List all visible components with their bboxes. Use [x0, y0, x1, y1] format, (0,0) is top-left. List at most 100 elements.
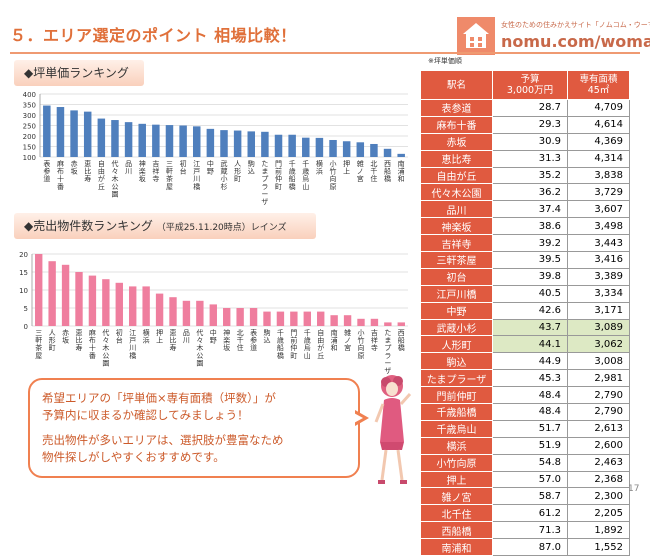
- x-tick-label: 人形町: [49, 329, 56, 352]
- x-tick-label: 中野: [210, 328, 217, 345]
- table-cell-price: 44.9: [492, 352, 568, 371]
- table-cell-price: 37.4: [492, 200, 568, 219]
- table-note: ※坪単価順: [428, 57, 462, 65]
- x-tick-label: 麻布十番: [89, 328, 96, 360]
- y-tick-label: 20: [19, 251, 28, 259]
- table-cell-area: 1,552: [567, 538, 630, 556]
- x-tick-label: 北千住: [237, 329, 244, 352]
- x-tick-label: 武蔵小杉: [221, 159, 228, 191]
- x-tick-label: 品川: [183, 329, 190, 345]
- table-cell-area: 3,607: [567, 200, 630, 219]
- table-cell-area: 3,389: [567, 267, 630, 286]
- table-cell-price: 43.7: [492, 318, 568, 337]
- table-cell-name: 麻布十番: [420, 115, 493, 134]
- table-row: 江戸川橋 40.5 3,334: [420, 284, 630, 303]
- bar: [209, 304, 217, 326]
- brand-tagline: 女性のための住みかえサイト「ノムコム・ウーマン」: [501, 21, 650, 29]
- table-cell-price: 58.7: [492, 487, 568, 506]
- bar: [233, 130, 242, 157]
- x-tick-label: 恵比寿: [76, 328, 83, 352]
- station-table: 駅名 予算 3,000万円 専有面積 45㎡ 表参道 28.7 4,709 麻布十番 29.…: [420, 70, 630, 556]
- table-row: 門前仲町 48.4 2,790: [420, 386, 630, 405]
- table-cell-name: 恵比寿: [420, 149, 493, 168]
- bar: [317, 311, 325, 326]
- woman-illustration: [374, 375, 412, 484]
- x-tick-label: 三軒茶屋: [166, 160, 173, 191]
- table-cell-price: 36.2: [492, 183, 568, 202]
- section-title-listings: ◆売出物件数ランキング （平成25.11.20時点）レインズ: [14, 213, 316, 239]
- x-tick-label: 三軒茶屋: [35, 329, 42, 360]
- x-tick-label: 西船橋: [384, 160, 391, 183]
- callout-tail-inner: [352, 412, 363, 424]
- x-tick-label: 横浜: [143, 328, 150, 345]
- y-tick-label: 100: [23, 154, 36, 162]
- bar: [370, 318, 379, 326]
- table-cell-area: 3,062: [567, 335, 630, 354]
- bar: [75, 272, 83, 326]
- bar: [165, 125, 174, 157]
- bar: [397, 153, 405, 157]
- y-tick-label: 300: [23, 112, 36, 120]
- bar: [155, 293, 164, 326]
- x-tick-label: 千歳船橋: [277, 328, 284, 360]
- bar: [206, 128, 215, 157]
- bar: [97, 118, 106, 157]
- table-cell-price: 71.3: [492, 521, 568, 540]
- table-cell-area: 2,463: [567, 453, 630, 472]
- x-tick-label: 横浜: [316, 159, 323, 176]
- table-cell-area: 2,790: [567, 386, 630, 405]
- table-row: 中野 42.6 3,171: [420, 301, 630, 320]
- y-tick-label: 15: [19, 269, 28, 277]
- table-header-budget: 予算 3,000万円: [492, 70, 568, 100]
- table-cell-name: 初台: [420, 267, 493, 286]
- table-cell-price: 42.6: [492, 301, 568, 320]
- bar: [48, 261, 56, 326]
- x-tick-label: 駒込: [248, 159, 255, 176]
- bar: [169, 297, 177, 326]
- listings-chart: 05101520三軒茶屋人形町赤坂恵比寿麻布十番代々木公園初台江戸川橋横浜押上恵…: [19, 251, 408, 374]
- table-cell-name: 三軒茶屋: [420, 251, 493, 269]
- table-cell-price: 39.5: [492, 251, 568, 269]
- bar: [129, 286, 137, 326]
- section2-subtitle: （平成25.11.20時点）レインズ: [156, 223, 287, 233]
- x-tick-label: 初台: [180, 159, 187, 176]
- table-cell-area: 2,205: [567, 504, 630, 523]
- table-cell-area: 4,369: [567, 132, 630, 151]
- x-tick-label: 北千住: [370, 160, 377, 183]
- bar: [329, 139, 337, 157]
- header-divider: [10, 52, 640, 54]
- table-cell-name: 押上: [420, 470, 493, 489]
- table-cell-name: 南浦和: [420, 538, 493, 556]
- x-tick-label: 雑ノ宮: [344, 328, 351, 352]
- table-row: 三軒茶屋 39.5 3,416: [420, 251, 630, 269]
- x-tick-label: 江戸川橋: [129, 329, 136, 360]
- x-tick-label: 表参道: [250, 328, 257, 352]
- y-tick-label: 0: [24, 323, 28, 331]
- bar: [343, 315, 352, 326]
- x-tick-label: 初台: [116, 328, 123, 345]
- bar: [357, 318, 365, 326]
- bar: [142, 286, 150, 326]
- x-tick-label: 表参道: [43, 159, 50, 183]
- bar: [342, 141, 351, 157]
- table-body: 表参道 28.7 4,709 麻布十番 29.3 4,614 赤坂 30.9 4,369 恵比寿 3…: [420, 99, 630, 556]
- bar: [70, 110, 78, 157]
- table-cell-price: 51.7: [492, 419, 568, 438]
- table-cell-name: 表参道: [420, 99, 493, 117]
- x-tick-label: 千歳烏山: [304, 328, 311, 360]
- table-row: 品川 37.4 3,607: [420, 200, 630, 219]
- bar: [384, 322, 392, 326]
- table-cell-area: 4,614: [567, 115, 630, 134]
- table-row: 南浦和 87.0 1,552: [420, 538, 630, 556]
- brand-logo: 女性のための住みかえサイト「ノムコム・ウーマン」 nomu.com/woman: [455, 14, 650, 56]
- table-cell-name: 神楽坂: [420, 217, 493, 236]
- y-tick-label: 150: [23, 144, 36, 152]
- bar: [288, 134, 296, 157]
- y-tick-label: 10: [19, 287, 28, 295]
- table-header-area: 専有面積 45㎡: [567, 70, 630, 100]
- bar: [383, 148, 392, 157]
- table-row: 麻布十番 29.3 4,614: [420, 115, 630, 134]
- house-icon: [457, 17, 495, 55]
- page-number: 17: [628, 484, 640, 494]
- table-cell-area: 3,089: [567, 318, 630, 337]
